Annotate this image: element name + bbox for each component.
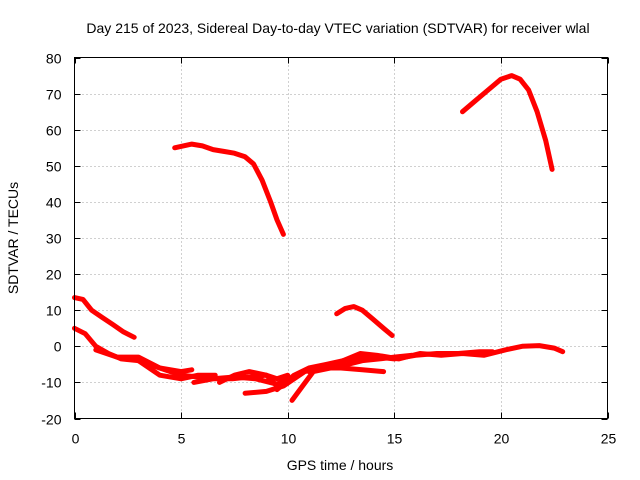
y-tick-label: 60	[46, 123, 62, 139]
series-layer	[72, 73, 566, 403]
y-axis-label: SDTVAR / TECUs	[5, 182, 21, 294]
series-arc-11	[172, 141, 286, 237]
chart-title: Day 215 of 2023, Sidereal Day-to-day VTE…	[86, 20, 589, 36]
y-tick-label: 0	[54, 339, 62, 355]
series-arc-5	[191, 374, 291, 387]
y-tick-label: 30	[46, 231, 62, 247]
series-arc-13	[460, 73, 555, 172]
y-tick-label: 50	[46, 159, 62, 175]
y-tick-label: -20	[41, 412, 61, 428]
series-arc-1	[72, 295, 137, 340]
series-arc-12	[334, 304, 395, 338]
series-arc-6	[217, 369, 280, 389]
x-tick-label: 25	[601, 431, 617, 447]
x-axis-label: GPS time / hours	[287, 457, 394, 473]
series-arc-4	[136, 358, 218, 382]
y-tick-label: -10	[41, 375, 61, 391]
x-tick-label: 0	[72, 431, 80, 447]
y-tick-label: 80	[46, 51, 62, 67]
series-arc-3	[93, 347, 195, 375]
x-tick-label: 15	[387, 431, 403, 447]
y-tick-label: 20	[46, 267, 62, 283]
ticks: 0 5 10 15 20 25 -20 -10 0 10 20 30 40 50 60 70 80	[41, 51, 616, 447]
y-tick-label: 40	[46, 195, 62, 211]
y-tick-label: 10	[46, 303, 62, 319]
y-tick-label: 70	[46, 87, 62, 103]
x-tick-label: 20	[494, 431, 510, 447]
x-tick-label: 10	[281, 431, 297, 447]
series-arc-10	[306, 343, 566, 375]
x-tick-label: 5	[178, 431, 186, 447]
